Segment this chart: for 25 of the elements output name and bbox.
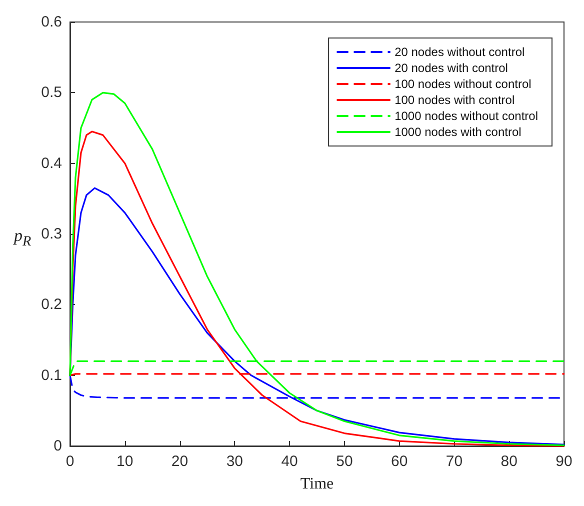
y-tick-label: 0.3 [41, 226, 62, 242]
legend-label: 1000 nodes with control [394, 125, 522, 139]
x-tick-label: 20 [171, 453, 188, 470]
x-tick-label: 60 [390, 453, 408, 470]
y-tick-label: 0.4 [41, 154, 62, 172]
y-tick-label: 0.1 [41, 366, 62, 384]
x-tick-label: 10 [116, 453, 134, 470]
y-tick-label: 0 [54, 438, 62, 454]
x-tick-label: 90 [556, 453, 572, 470]
x-tick-label: 40 [281, 453, 298, 470]
legend-label: 1000 nodes without control [394, 109, 538, 123]
y-tick-label: 0.5 [41, 84, 62, 102]
legend-label: 100 nodes without control [394, 77, 532, 91]
legend-label: 20 nodes with control [394, 61, 508, 75]
legend-label: 100 nodes with control [394, 93, 515, 107]
y-axis-title: p$_{R}$ [14, 226, 32, 250]
x-tick-label: 0 [66, 453, 74, 470]
x-tick-label: 30 [226, 453, 244, 470]
y-tick-label: 0.2 [41, 296, 62, 314]
y-tick-label: 0.6 [41, 14, 62, 30]
x-tick-label: 70 [446, 453, 463, 470]
x-tick-label: 50 [336, 453, 353, 470]
x-tick-label: 80 [500, 453, 518, 470]
x-axis-title: Time [300, 476, 334, 492]
legend-label: 20 nodes without control [394, 45, 525, 59]
